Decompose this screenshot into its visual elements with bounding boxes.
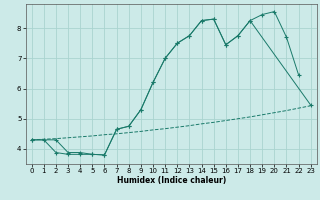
X-axis label: Humidex (Indice chaleur): Humidex (Indice chaleur) (116, 176, 226, 185)
